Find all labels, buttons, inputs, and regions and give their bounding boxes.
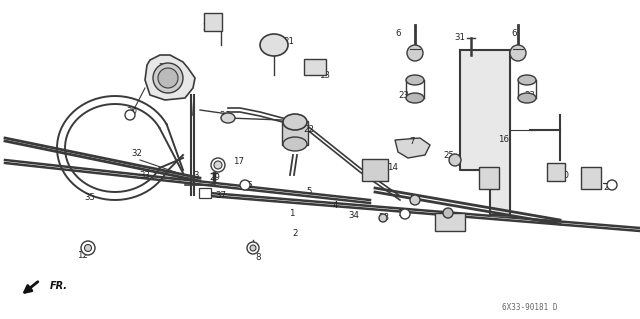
Circle shape [81, 241, 95, 255]
Text: 18: 18 [410, 196, 420, 204]
Text: 16: 16 [499, 136, 509, 145]
Ellipse shape [406, 75, 424, 85]
Circle shape [443, 208, 453, 218]
Text: 10: 10 [559, 172, 570, 181]
Ellipse shape [260, 34, 288, 56]
Text: 6: 6 [511, 28, 516, 38]
Text: 31: 31 [454, 33, 465, 42]
FancyBboxPatch shape [204, 13, 222, 31]
FancyBboxPatch shape [304, 59, 326, 75]
Text: 34: 34 [349, 211, 360, 220]
Polygon shape [145, 55, 195, 100]
Circle shape [400, 209, 410, 219]
Text: 36: 36 [220, 110, 230, 120]
Text: 11: 11 [593, 181, 604, 189]
Text: 33: 33 [140, 170, 150, 180]
Text: 3: 3 [193, 172, 199, 181]
FancyBboxPatch shape [282, 121, 308, 145]
Circle shape [84, 244, 92, 251]
Circle shape [240, 180, 250, 190]
FancyBboxPatch shape [362, 159, 388, 181]
Text: 15: 15 [243, 182, 253, 190]
Circle shape [250, 245, 256, 251]
Polygon shape [395, 138, 430, 158]
Text: 28: 28 [378, 213, 390, 222]
Circle shape [214, 161, 222, 169]
Ellipse shape [518, 93, 536, 103]
Circle shape [125, 110, 135, 120]
Text: 2: 2 [292, 229, 298, 239]
Circle shape [153, 63, 183, 93]
Text: 13: 13 [319, 70, 330, 79]
Text: 6: 6 [396, 28, 401, 38]
Ellipse shape [221, 113, 235, 123]
Ellipse shape [283, 114, 307, 130]
Text: 23: 23 [525, 91, 536, 100]
Circle shape [510, 45, 526, 61]
Circle shape [247, 242, 259, 254]
Text: 17: 17 [234, 157, 244, 166]
Text: 12: 12 [77, 250, 88, 259]
Circle shape [158, 68, 178, 88]
Text: 4: 4 [332, 202, 338, 211]
FancyBboxPatch shape [547, 163, 565, 181]
Ellipse shape [518, 75, 536, 85]
FancyBboxPatch shape [581, 167, 601, 189]
FancyBboxPatch shape [479, 167, 499, 189]
Text: 30: 30 [127, 108, 138, 116]
Text: 6X33-90181 D: 6X33-90181 D [502, 303, 557, 313]
Text: 35: 35 [84, 194, 95, 203]
Text: 25: 25 [444, 151, 454, 160]
Circle shape [211, 158, 225, 172]
Text: 19: 19 [397, 209, 408, 218]
Text: 37: 37 [216, 191, 227, 201]
Text: 20: 20 [454, 226, 465, 234]
Text: 8: 8 [255, 254, 260, 263]
Circle shape [410, 195, 420, 205]
Text: 5: 5 [307, 187, 312, 196]
Circle shape [607, 180, 617, 190]
FancyBboxPatch shape [435, 213, 465, 231]
Text: 7: 7 [409, 137, 415, 145]
Circle shape [407, 45, 423, 61]
Circle shape [379, 214, 387, 222]
Text: 1: 1 [289, 210, 295, 219]
Text: 29: 29 [209, 173, 220, 182]
Text: FR.: FR. [50, 281, 68, 291]
Text: 14: 14 [387, 164, 399, 173]
FancyBboxPatch shape [199, 188, 211, 198]
Text: 26: 26 [604, 183, 614, 192]
Circle shape [449, 154, 461, 166]
Text: 27: 27 [202, 24, 214, 33]
Text: 23: 23 [399, 91, 410, 100]
Text: 21: 21 [284, 38, 294, 47]
Text: 22: 22 [303, 125, 314, 135]
Text: 9: 9 [487, 181, 493, 189]
Text: 24: 24 [159, 63, 170, 71]
Ellipse shape [283, 137, 307, 151]
Polygon shape [460, 50, 510, 215]
Text: 32: 32 [131, 149, 143, 158]
Text: 30: 30 [442, 210, 454, 219]
Ellipse shape [406, 93, 424, 103]
